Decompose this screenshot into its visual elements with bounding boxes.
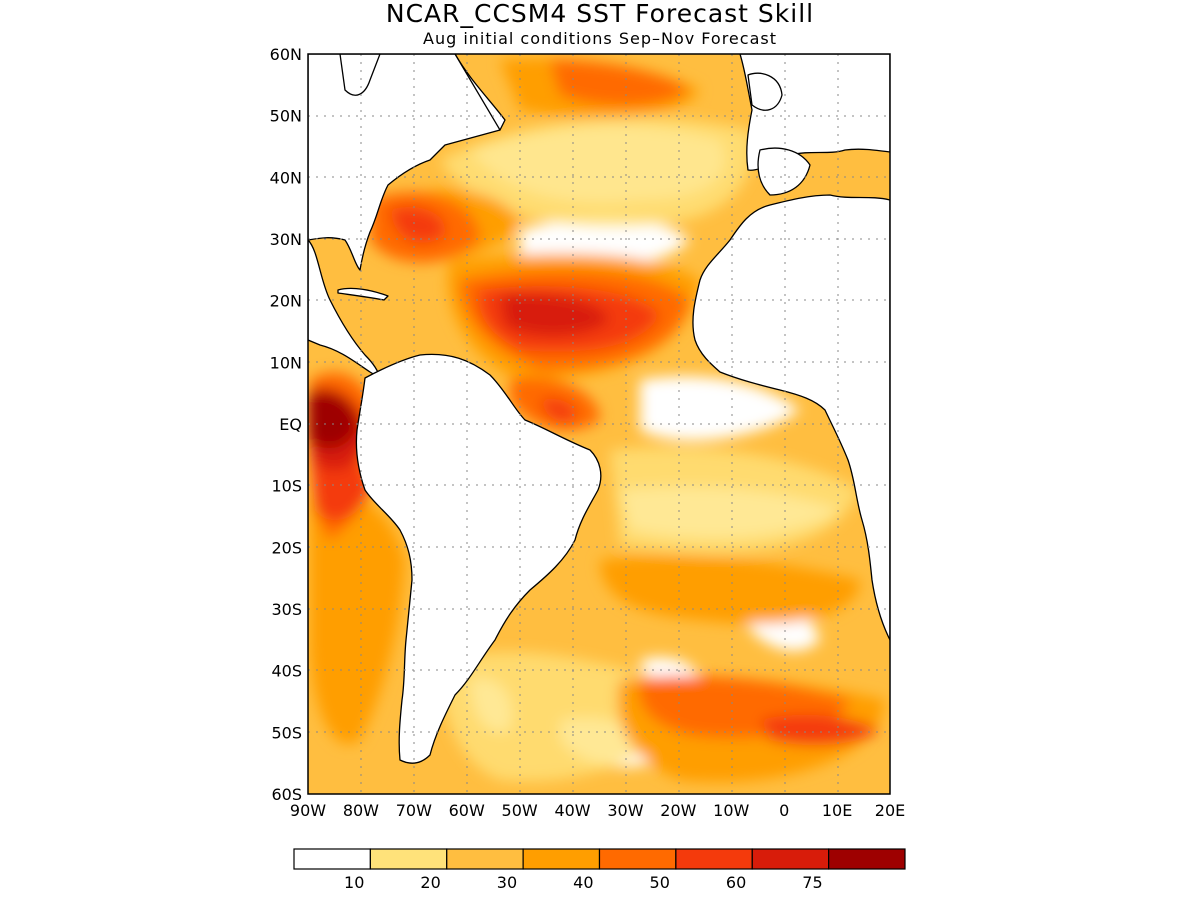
lat-tick-label: 30S (271, 600, 302, 619)
lat-axis: 60N 50N 40N 30N 20N 10N EQ 10S 20S 30S 40S 50S 60S (270, 45, 302, 804)
colorbar-swatch (675, 848, 753, 870)
skill-band-7 (308, 391, 358, 449)
lon-tick-label: 60W (449, 801, 485, 820)
lat-tick-label: 40S (271, 662, 302, 681)
lon-tick-label: 90W (290, 801, 326, 820)
arctic-land (339, 54, 381, 96)
colorbar-tick-label: 50 (650, 873, 670, 892)
lon-tick-label: 20W (660, 801, 696, 820)
graticule (308, 54, 890, 794)
map-frame (307, 53, 891, 795)
lat-tick-label: 10S (271, 477, 302, 496)
colorbar-tick-label: 40 (573, 873, 593, 892)
colorbar-tick-label: 60 (726, 873, 746, 892)
chart-subtitle: Aug initial conditions Sep–Nov Forecast (423, 29, 777, 48)
colorbar: 10 20 30 40 50 60 75 (293, 848, 906, 892)
colorbar-swatch (369, 848, 448, 870)
map-panel (308, 54, 890, 794)
lon-tick-label: 10W (713, 801, 749, 820)
lon-tick-label: 70W (396, 801, 432, 820)
colorbar-swatch (522, 848, 601, 870)
lat-tick-label: 50S (271, 723, 302, 742)
south-america (355, 353, 602, 764)
colorbar-tick-label: 75 (802, 873, 822, 892)
lat-tick-label: 10N (270, 353, 302, 372)
lon-tick-label: 80W (343, 801, 379, 820)
colorbar-swatch (828, 848, 906, 870)
lon-tick-label: 20E (875, 801, 905, 820)
colorbar-tick-label: 30 (497, 873, 517, 892)
lon-tick-label: 30W (607, 801, 643, 820)
caribbean-islands (337, 287, 389, 301)
chart-title: NCAR_CCSM4 SST Forecast Skill (386, 0, 814, 28)
lat-tick-label: 30N (270, 230, 302, 249)
land (308, 54, 890, 764)
lon-tick-label: 40W (554, 801, 590, 820)
lat-tick-label: 40N (270, 168, 302, 187)
lon-tick-label: 50W (502, 801, 538, 820)
lat-tick-label: 20N (270, 292, 302, 311)
lat-tick-label: 60N (270, 45, 302, 64)
lat-tick-label: 20S (271, 538, 302, 557)
lat-tick-label: 50N (270, 107, 302, 126)
lat-tick-label: 60S (271, 785, 302, 804)
colorbar-swatch (751, 848, 830, 870)
colorbar-tick-label: 20 (420, 873, 440, 892)
skill-field (308, 58, 885, 782)
british-isles (747, 72, 783, 111)
colorbar-swatch (446, 848, 524, 870)
central-america (308, 239, 381, 379)
colorbar-swatch (293, 848, 371, 870)
africa (692, 194, 890, 641)
lon-tick-label: 10E (822, 801, 852, 820)
lon-tick-label: 0 (779, 801, 789, 820)
lon-axis: 90W 80W 70W 60W 50W 40W 30W 20W 10W 0 10E 20E (290, 801, 905, 820)
iberia (757, 147, 811, 196)
colorbar-tick-label: 10 (344, 873, 364, 892)
colorbar-swatch (598, 848, 677, 870)
lat-tick-label: EQ (279, 415, 302, 434)
